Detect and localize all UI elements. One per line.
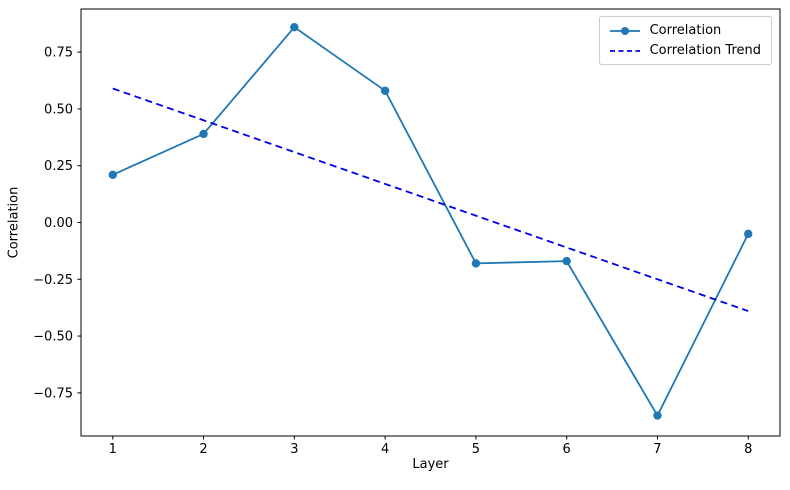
y-axis-label: Correlation [6,186,22,259]
y-tick-label: −0.25 [33,273,73,288]
series-trend-line [112,87,749,312]
y-tick-label: 0.00 [44,216,73,231]
x-ticks: 1 2 3 4 5 6 7 8 [109,436,752,457]
axes-frame [80,8,781,437]
data-point-marker [199,129,208,139]
x-tick-label: 3 [290,442,298,457]
legend-item-correlation: Correlation [609,23,761,38]
y-tick-label: 0.75 [44,46,73,61]
data-point-marker [653,411,662,420]
y-tick-label: −0.75 [33,386,73,401]
x-tick-label: 4 [381,442,389,457]
y-tick-label: −0.50 [33,330,73,345]
data-point-marker [108,170,117,180]
legend-label-correlation-trend: Correlation Trend [649,43,761,58]
legend-dashed-line-sample [609,49,640,52]
data-point-marker [380,86,390,95]
data-point-marker [471,259,481,268]
data-point-marker [562,256,571,266]
series-correlation-line [108,22,753,420]
x-tick-label: 6 [563,442,571,457]
legend-item-correlation-trend: Correlation Trend [609,43,761,58]
x-axis-label: Layer [412,457,449,472]
y-tick-label: 0.50 [44,102,73,117]
x-tick-label: 1 [109,442,117,457]
data-point-marker [290,22,299,32]
x-tick-label: 2 [199,442,207,457]
x-tick-label: 7 [653,442,661,457]
y-ticks: −0.75 −0.50 −0.25 0.00 0.25 0.50 0.75 [33,46,81,401]
legend: Correlation Correlation Trend [598,16,772,65]
data-point-marker [744,229,753,239]
legend-solid-line-marker-sample [609,26,640,35]
x-tick-label: 5 [472,442,480,457]
legend-label-correlation: Correlation [649,23,722,38]
x-tick-label: 8 [744,442,752,457]
y-tick-label: 0.25 [44,159,73,174]
